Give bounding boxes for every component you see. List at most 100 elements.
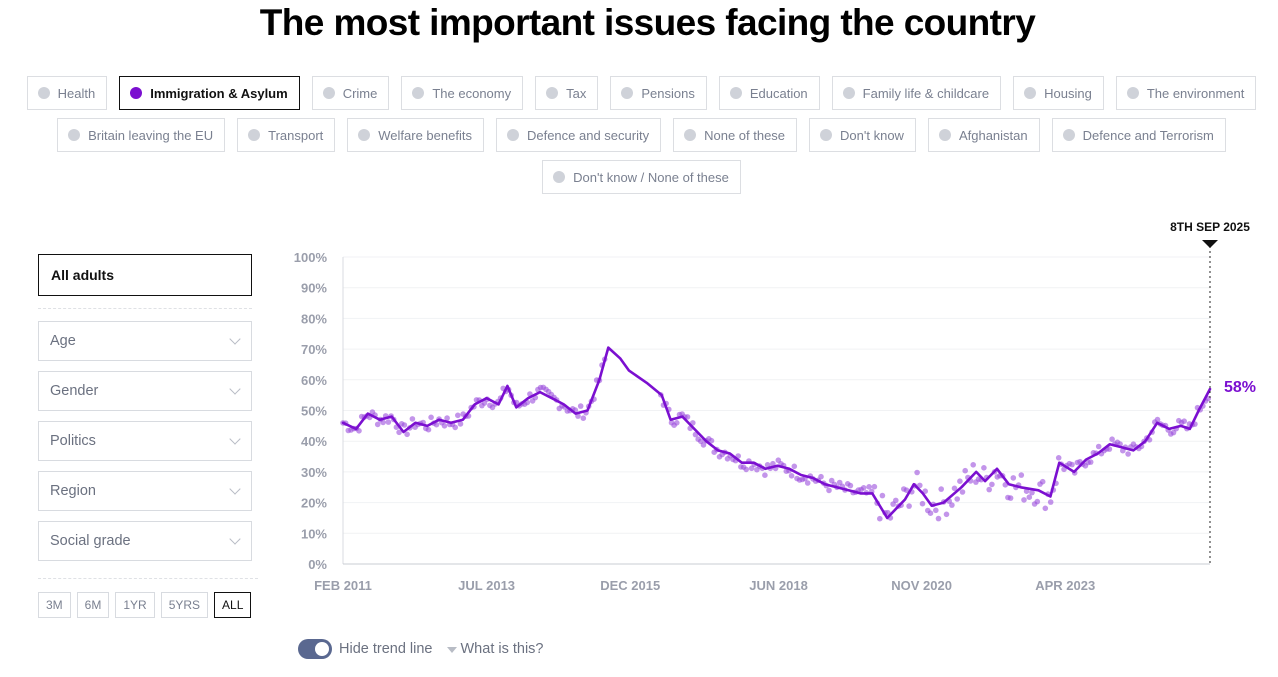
tab-label: Education [749,85,808,101]
tab-housing[interactable]: Housing [1013,76,1104,110]
data-point [938,486,944,492]
data-points [340,356,1211,522]
data-point [927,510,934,516]
tab-the-economy[interactable]: The economy [401,76,524,110]
tab-label: The environment [1146,85,1245,101]
tab-label: Defence and Terrorism [1082,127,1214,143]
data-point [374,421,381,428]
caret-down-icon [446,647,457,653]
tab-defence-and-security[interactable]: Defence and security [495,118,662,152]
data-point [970,462,976,468]
data-point [396,429,402,436]
range-3m[interactable]: 3M [38,592,71,618]
data-point [1029,489,1035,496]
tab-label: Defence and security [526,127,650,143]
filter-social-grade[interactable]: Social grade [38,521,252,561]
tab-immigration-asylum[interactable]: Immigration & Asylum [119,76,300,110]
tab-britain-leaving-the-eu[interactable]: Britain leaving the EU [57,118,226,152]
tab-crime[interactable]: Crime [311,76,390,110]
y-axis: 0% 10% 20% 30% 40% 50% 60% 70% 80% 90% 100% [294,250,328,572]
radio-dot-icon [412,87,425,99]
what-is-this-link[interactable]: What is this? [446,641,544,657]
data-point [917,482,923,489]
filter-list: Age Gender Politics Region Social grade [38,321,252,561]
data-point [762,472,768,479]
tab-health[interactable]: Health [26,76,108,110]
data-point [1125,451,1131,457]
range-5yrs[interactable]: 5YRS [160,592,209,618]
tab-don-t-know-none-of-these[interactable]: Don't know / None of these [542,160,741,194]
radio-dot-icon [322,87,335,99]
y-tick-label: 100% [294,250,328,265]
tab-defence-and-terrorism[interactable]: Defence and Terrorism [1051,118,1226,152]
radio-dot-icon [358,129,371,141]
range-6m[interactable]: 6M [76,592,110,618]
y-tick-label: 30% [301,465,327,480]
grid [342,256,1210,565]
radio-dot-icon [729,87,742,99]
tab-label: Britain leaving the EU [88,127,214,143]
data-point [871,483,878,490]
data-point [700,442,707,448]
data-point [1087,459,1094,465]
filter-politics[interactable]: Politics [38,421,252,461]
trend-line-toggle-label[interactable]: Hide trend line [339,641,433,657]
data-point [1106,446,1113,452]
tab-family-life-childcare[interactable]: Family life & childcare [831,76,1002,110]
data-point [674,420,680,426]
tab-welfare-benefits[interactable]: Welfare benefits [347,118,484,152]
tab-label: Afghanistan [958,127,1028,143]
data-point [575,413,581,419]
current-date-label: 8TH SEP 2025 [1170,220,1250,234]
data-point [1047,499,1054,505]
trend-line [341,346,1212,520]
chart-controls: Hide trend line What is this? [298,639,544,659]
radio-dot-icon [1126,87,1139,99]
tab-don-t-know[interactable]: Don't know [809,118,916,152]
data-point [1109,436,1115,443]
data-point [455,412,461,419]
data-point [580,415,587,422]
filter-age[interactable]: Age [38,321,252,361]
y-tick-label: 90% [301,281,327,296]
data-point [1042,505,1049,512]
data-point [804,480,811,486]
data-point [433,421,440,428]
filter-gender[interactable]: Gender [38,371,252,411]
tab-tax[interactable]: Tax [535,76,599,110]
tab-education[interactable]: Education [718,76,820,110]
radio-dot-icon [684,129,697,141]
range-all[interactable]: ALL [214,592,252,618]
data-point [959,489,966,495]
audience-selector[interactable]: All adults [38,254,252,296]
filter-label: Social grade [50,533,131,549]
tab-label: Health [57,85,96,101]
tab-pensions[interactable]: Pensions [610,76,707,110]
tab-label: Don't know / None of these [573,169,729,185]
filter-region[interactable]: Region [38,471,252,511]
tab-label: Family life & childcare [862,85,990,101]
tab-label: Welfare benefits [378,127,472,143]
data-point [770,460,776,467]
current-date-marker: 8TH SEP 2025 58% [1170,220,1256,564]
x-axis: FEB 2011 JUL 2013 DEC 2015 JUN 2018 NOV 2020… [314,578,1095,593]
data-point [877,515,883,522]
data-point [425,426,432,433]
trend-line-toggle[interactable] [298,639,332,659]
radio-dot-icon [130,87,143,99]
current-value-label: 58% [1224,379,1256,396]
data-point [1034,498,1041,505]
tab-afghanistan[interactable]: Afghanistan [927,118,1040,152]
tab-the-environment[interactable]: The environment [1115,76,1257,110]
data-point [951,485,958,492]
tab-none-of-these[interactable]: None of these [673,118,798,152]
filter-label: Age [50,333,76,349]
divider [38,308,252,309]
data-point [818,473,824,480]
tab-transport[interactable]: Transport [237,118,336,152]
range-1yr[interactable]: 1YR [115,592,155,618]
tab-label: Pensions [641,85,695,101]
tab-row: Health Immigration & Asylum Crime The econo… [0,76,1278,110]
y-tick-label: 40% [301,434,327,449]
